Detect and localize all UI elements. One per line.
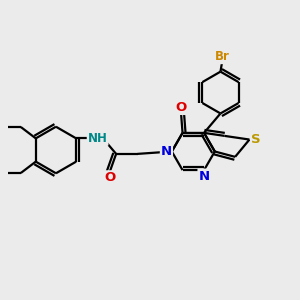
Text: Br: Br [214, 50, 230, 63]
Text: O: O [176, 101, 187, 114]
Text: N: N [161, 145, 172, 158]
Text: O: O [104, 171, 115, 184]
Text: N: N [199, 169, 210, 183]
Text: NH: NH [88, 132, 107, 145]
Text: S: S [251, 133, 261, 146]
